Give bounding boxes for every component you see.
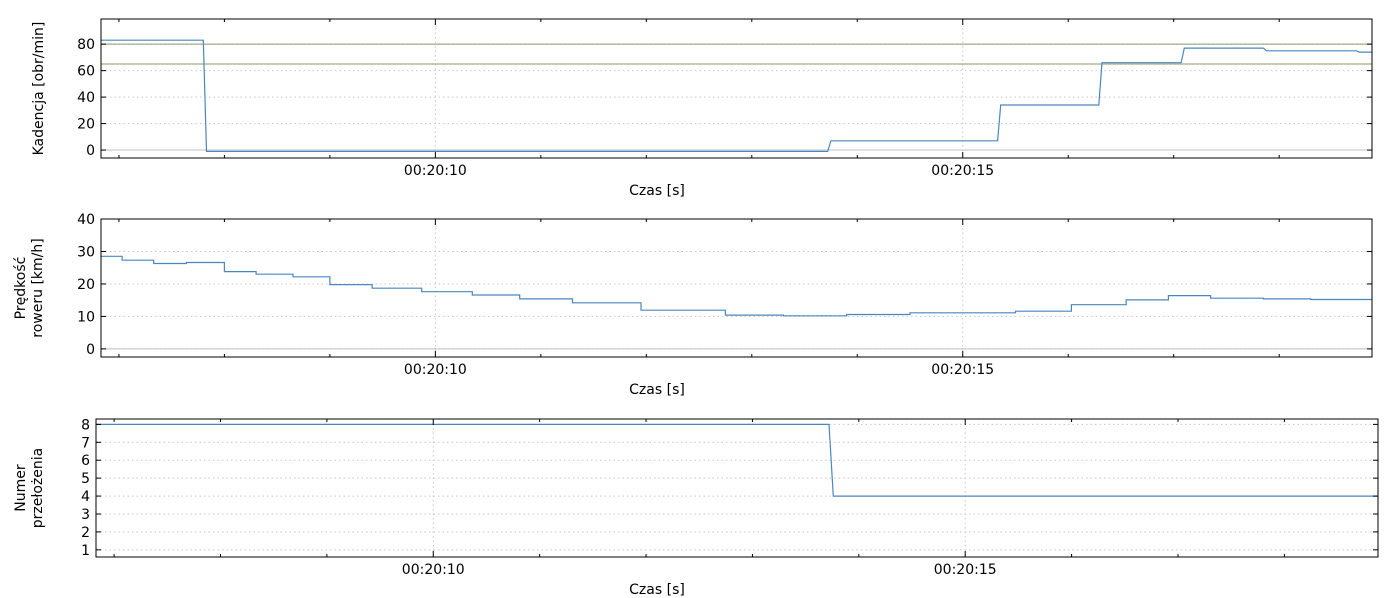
x-axis-label: Czas [s] xyxy=(629,382,685,398)
plot-frame xyxy=(100,18,1373,159)
x-axis-label: Czas [s] xyxy=(629,183,685,199)
y-tick-label: 40 xyxy=(77,90,95,106)
x-tick-label: 00:20:15 xyxy=(931,163,994,179)
y-tick-label: 20 xyxy=(77,117,95,133)
y-tick-label: 2 xyxy=(81,525,90,541)
y-tick-label: 20 xyxy=(77,277,95,293)
x-axis-label: Czas [s] xyxy=(629,582,685,598)
y-tick-label: 3 xyxy=(81,507,90,523)
cadence-panel: 0 20 40 60 80 00:20:10 00:20:15 Czas [s] Kadencj… xyxy=(31,18,1373,199)
y-tick-label: 6 xyxy=(81,453,90,469)
y-tick-label: 30 xyxy=(77,244,95,260)
x-tick-label: 00:20:10 xyxy=(404,362,467,378)
y-axis-label-line: Numer xyxy=(13,464,29,512)
data-series-line xyxy=(101,39,1372,152)
x-tick-label: 00:20:10 xyxy=(402,562,465,578)
y-axis-label: Prędkośćroweru [km/h] xyxy=(13,238,46,337)
y-axis-label-line: przełożenia xyxy=(30,448,46,528)
y-axis-label: Kadencja [obr/min] xyxy=(31,22,47,156)
y-tick-label: 40 xyxy=(77,212,95,228)
data-series-line xyxy=(96,423,1378,497)
y-tick-label: 10 xyxy=(77,309,95,325)
x-tick-label: 00:20:10 xyxy=(404,163,467,179)
y-tick-label: 80 xyxy=(77,37,95,53)
y-tick-label: 0 xyxy=(86,342,95,358)
y-tick-label: 60 xyxy=(77,64,95,80)
y-tick-label: 5 xyxy=(81,471,90,487)
y-tick-label: 1 xyxy=(81,543,90,559)
gear-panel: 1 2 3 4 5 6 7 8 00:20:10 00:20:15 Czas [s] Numerprz… xyxy=(13,417,1379,598)
y-axis-label-line: Prędkość xyxy=(13,257,29,320)
y-axis-label-line: roweru [km/h] xyxy=(30,238,46,337)
x-tick-label: 00:20:15 xyxy=(934,562,997,578)
speed-panel: 0 10 20 30 40 00:20:10 00:20:15 Czas [s] Prędkoś… xyxy=(13,212,1373,398)
plot-frame xyxy=(100,218,1373,358)
y-tick-label: 4 xyxy=(81,489,90,505)
y-tick-label: 7 xyxy=(81,435,90,451)
data-series-line xyxy=(101,255,1372,317)
x-tick-label: 00:20:15 xyxy=(931,362,994,378)
y-tick-label: 0 xyxy=(86,143,95,159)
y-tick-label: 8 xyxy=(81,417,90,433)
y-axis-label: Numerprzełożenia xyxy=(13,448,46,528)
plot-frame xyxy=(95,418,1379,558)
